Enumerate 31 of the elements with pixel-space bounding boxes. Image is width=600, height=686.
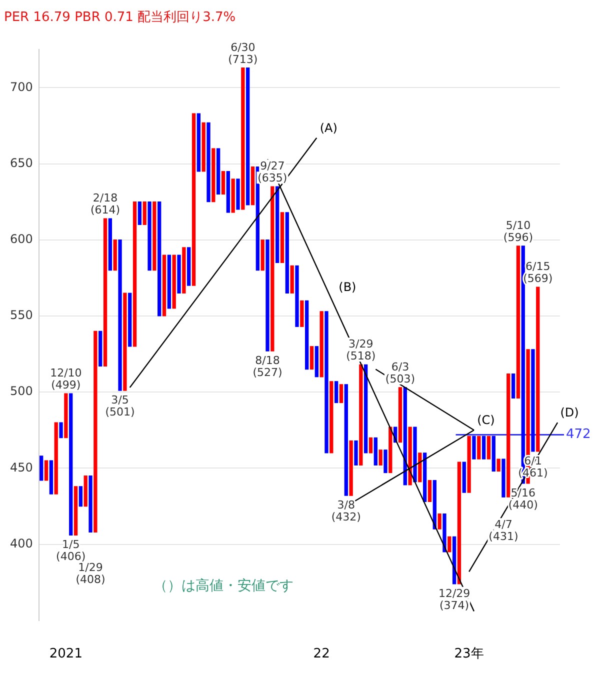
y-tick-label: 550 <box>10 308 33 322</box>
annotation: 8/18 (527) <box>252 354 282 379</box>
annotation: 2/18 (614) <box>90 192 120 217</box>
annotation: 1/5 (406) <box>56 538 86 564</box>
annotation: 3/29 (518) <box>346 338 376 363</box>
y-tick-label: 500 <box>10 384 33 398</box>
y-tick-label: 650 <box>10 156 33 170</box>
series-label: (B) <box>338 280 356 294</box>
ref-line-label: 472 <box>566 427 591 442</box>
annotation: 3/5 (501) <box>105 394 135 419</box>
annotation: 12/10 (499) <box>50 366 82 392</box>
chart-title: PER 16.79 PBR 0.71 配当利回り3.7% <box>4 10 236 26</box>
x-tick-label: 22 <box>313 646 330 662</box>
annotation: 6/3 (503) <box>385 360 416 386</box>
series-label: (C) <box>477 413 495 428</box>
x-tick-label: 23年 <box>454 646 484 662</box>
x-tick-label: 2021 <box>49 646 82 662</box>
series-label: (A) <box>320 120 338 135</box>
y-tick-label: 700 <box>10 80 33 94</box>
annotation: 1/29 (408) <box>76 561 106 586</box>
annotation: 6/30 (713) <box>228 40 258 66</box>
y-tick-label: 400 <box>10 536 33 550</box>
annotation: （）は高値・安値です <box>154 578 294 594</box>
annotation: 9/27 (635) <box>258 160 288 185</box>
annotation: 12/29 (374) <box>438 586 470 612</box>
annotation: 5/10 (596) <box>503 218 534 244</box>
annotation: 3/8 (432) <box>331 498 361 524</box>
y-tick-label: 450 <box>10 460 33 474</box>
annotation: 4/7 (431) <box>488 518 518 544</box>
series-label: (D) <box>560 406 579 420</box>
y-tick-label: 600 <box>10 232 33 246</box>
